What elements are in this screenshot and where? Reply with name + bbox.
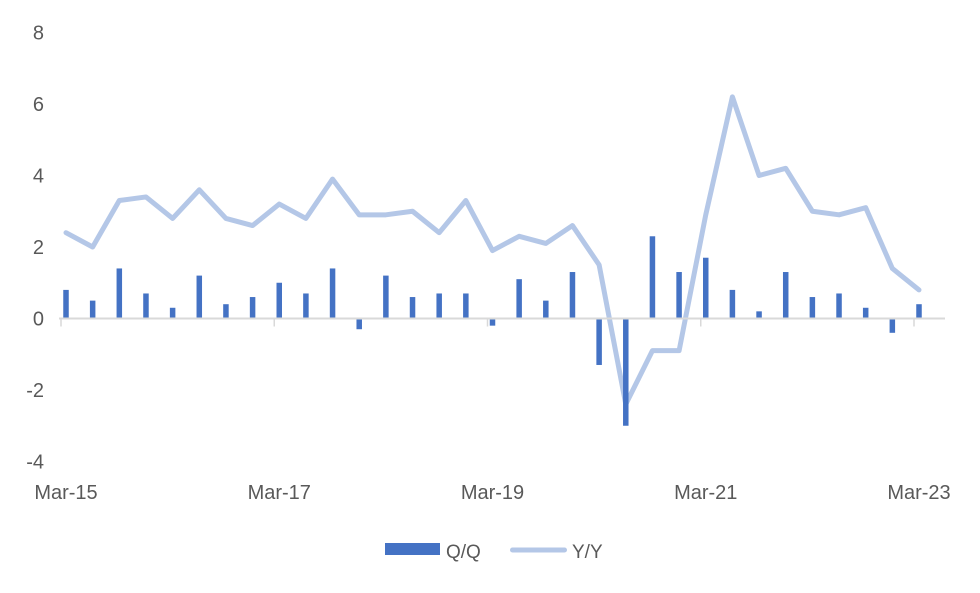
y-axis-tick-label: -4: [26, 452, 44, 474]
qq-bar-layer: [63, 236, 922, 426]
qq-bar: [782, 272, 789, 319]
qq-bar: [729, 289, 736, 319]
qq-bar: [649, 236, 656, 319]
qq-bar: [569, 272, 576, 319]
y-axis-tick-label: 0: [33, 309, 44, 331]
yy-line: [63, 94, 922, 407]
yy-line-layer: [63, 94, 922, 407]
legend: Q/Q Y/Y: [385, 542, 603, 563]
qq-bar: [436, 293, 442, 319]
qq-bar: [809, 297, 816, 319]
qq-bar: [143, 293, 149, 319]
qq-bar: [169, 307, 176, 319]
qq-bar: [303, 293, 309, 319]
qq-bar: [756, 311, 762, 319]
qq-bar: [63, 289, 69, 319]
x-axis-labels: Mar-15 Mar-17 Mar-19 Mar-21 Mar-23: [34, 482, 950, 504]
y-axis-labels: 8 6 4 2 0 -2 -4: [26, 23, 44, 474]
qq-bar: [409, 297, 416, 319]
qq-bar: [463, 293, 469, 319]
qq-bar: [329, 268, 336, 319]
y-axis-tick-label: 6: [33, 94, 44, 116]
y-axis-tick-label: -2: [26, 380, 44, 402]
x-axis-tick-label: Mar-21: [674, 482, 737, 504]
qq-bar: [516, 279, 522, 319]
qq-bar: [383, 275, 389, 319]
qq-bar: [703, 257, 709, 319]
y-axis-tick-label: 4: [33, 166, 44, 188]
legend-yy-label: Y/Y: [572, 542, 603, 563]
y-axis-tick-label: 8: [33, 23, 44, 45]
qq-bar: [249, 297, 256, 319]
qq-bar: [862, 307, 869, 319]
qq-bar: [89, 300, 96, 319]
qq-bar: [223, 304, 229, 319]
qq-bar: [543, 300, 549, 319]
x-axis-tick-label: Mar-23: [887, 482, 950, 504]
qq-bar: [356, 318, 362, 330]
y-axis-tick-label: 2: [33, 237, 44, 259]
x-axis-tick-label: Mar-17: [248, 482, 311, 504]
qq-bar: [836, 293, 842, 319]
qq-bar: [676, 272, 682, 319]
legend-yy-swatch: [510, 547, 567, 553]
qq-bar: [916, 304, 922, 319]
legend-qq-label: Q/Q: [446, 542, 481, 563]
qq-bar: [196, 275, 203, 319]
x-axis-ticks: [60, 318, 915, 327]
x-axis-tick-label: Mar-19: [461, 482, 524, 504]
x-axis-tick-label: Mar-15: [34, 482, 97, 504]
qq-bar: [889, 318, 896, 333]
qq-bar: [596, 318, 602, 365]
legend-qq-swatch: [385, 543, 440, 555]
qq-bar: [489, 318, 496, 326]
qq-bar: [276, 282, 282, 319]
qq-bar: [623, 318, 629, 426]
qq-bar: [116, 268, 123, 319]
